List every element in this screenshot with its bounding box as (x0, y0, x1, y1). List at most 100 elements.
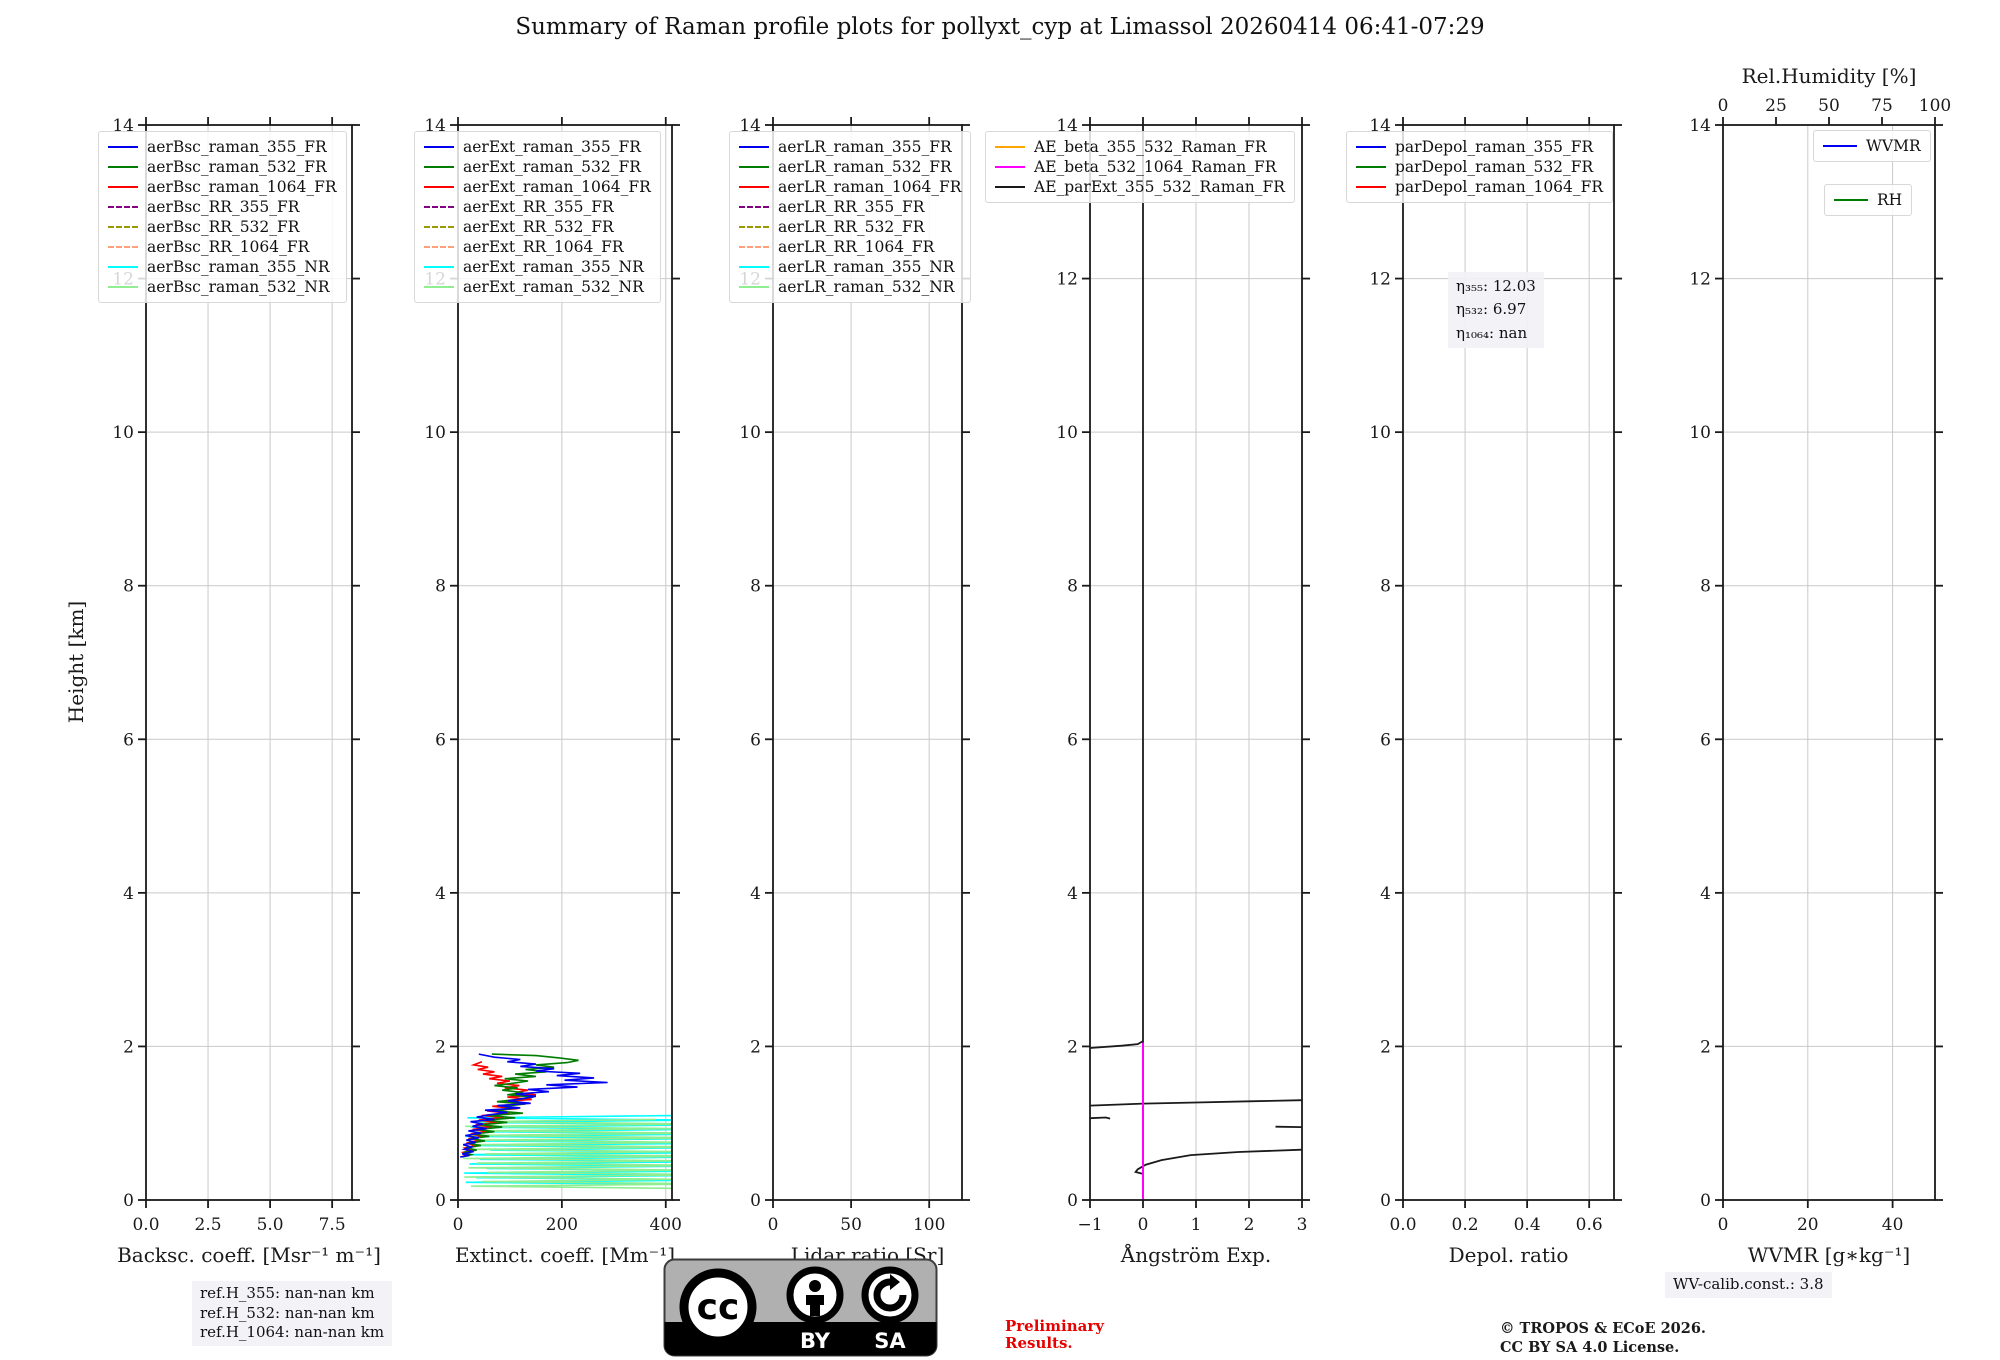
legend-line-icon (108, 206, 138, 208)
legend-item: aerBsc_RR_355_FR (108, 197, 337, 217)
ref-h-355: ref.H_355: nan-nan km (200, 1284, 375, 1302)
x-tick-label: 1 (1191, 1215, 1202, 1235)
series-aerExt_raman_355_FR (459, 1053, 608, 1158)
legend-line-icon (424, 146, 454, 148)
x-tick-label: 100 (913, 1215, 945, 1235)
y-tick-label: 2 (123, 1037, 134, 1057)
y-tick-label: 6 (1067, 730, 1078, 750)
legend-item: aerExt_raman_1064_FR (424, 177, 651, 197)
legend-line-icon (995, 166, 1025, 168)
legend-line-icon (739, 286, 769, 288)
legend-item-label: aerLR_raman_532_FR (778, 158, 952, 176)
series-aerExt_raman_532_NR (463, 1118, 672, 1190)
plot-extinction: 020040002468101214Extinct. coeff. [Mm⁻¹] (424, 116, 682, 1267)
legend-plot-wvmr: WVMR (1813, 130, 1931, 162)
legend-item: WVMR (1823, 136, 1921, 156)
y-tick-label: 6 (435, 730, 446, 750)
y-tick-label: 6 (750, 730, 761, 750)
x-tick-label: 0 (453, 1215, 464, 1235)
x-tick-label: 5.0 (257, 1215, 284, 1235)
y-tick-label: 2 (1067, 1037, 1078, 1057)
legend-item: parDepol_raman_1064_FR (1356, 177, 1603, 197)
ref-h-532: ref.H_532: nan-nan km (200, 1303, 375, 1322)
legend-item-label: aerLR_raman_1064_FR (778, 178, 962, 196)
legend-plot-angstrom: AE_beta_355_532_Raman_FR AE_beta_532_1064… (985, 131, 1295, 203)
x-tick-label: 2 (1244, 1215, 1255, 1235)
cc-circle-icon (679, 1268, 757, 1346)
legend-item: aerBsc_raman_532_FR (108, 157, 337, 177)
legend-item-label: aerBsc_raman_355_FR (147, 138, 327, 156)
legend-line-icon (424, 246, 454, 248)
legend-item: aerLR_RR_1064_FR (739, 237, 961, 257)
legend-item-label: aerLR_raman_355_FR (778, 138, 952, 156)
x-tick-label: 0 (1718, 1215, 1729, 1235)
legend-line-icon (739, 186, 769, 188)
y-tick-label: 6 (1380, 730, 1391, 750)
series-AE_parExt_355_532_Raman_FR (1134, 1148, 1302, 1175)
x-axis-label: Ångström Exp. (1120, 1242, 1271, 1267)
legend-plot-extinction: aerExt_raman_355_FR aerExt_raman_532_FR ae… (414, 131, 661, 303)
eta-row-532: η₅₃₂: 6.97 (1456, 300, 1527, 319)
legend-line-icon (1834, 199, 1868, 201)
y-tick-label: 10 (739, 423, 761, 443)
eta-annotation: η₃₅₅: 12.03 η₅₃₂: 6.97 η₁₀₆₄: nan (1448, 272, 1544, 348)
x-tick-label: 0 (1138, 1215, 1149, 1235)
y-tick-label: 8 (435, 577, 446, 597)
y-tick-label: 0 (435, 1191, 446, 1211)
legend-item-label: aerExt_raman_355_NR (463, 258, 644, 276)
x-axis-label: Backsc. coeff. [Msr⁻¹ m⁻¹] (117, 1243, 381, 1267)
y-tick-label: 0 (1067, 1191, 1078, 1211)
legend-item-label: aerBsc_RR_532_FR (147, 218, 300, 236)
y-tick-label: 0 (1380, 1191, 1391, 1211)
top-tick-label: 0 (1718, 96, 1729, 116)
y-tick-label: 2 (1700, 1037, 1711, 1057)
legend-item: aerExt_raman_355_NR (424, 257, 651, 277)
preliminary-results-text: Preliminary Results. (1005, 1317, 1104, 1353)
legend-item: aerLR_RR_532_FR (739, 217, 961, 237)
x-tick-label: 0.2 (1452, 1215, 1479, 1235)
x-axis-label: Depol. ratio (1449, 1243, 1569, 1267)
legend-item: aerBsc_raman_355_FR (108, 137, 337, 157)
legend-item-label: aerBsc_RR_1064_FR (147, 238, 310, 256)
legend-line-icon (424, 266, 454, 268)
cc-by-sa-badge: cc BY SA (663, 1258, 938, 1357)
legend-line-icon (424, 286, 454, 288)
top-tick-label: 75 (1871, 96, 1893, 116)
y-tick-label: 8 (123, 577, 134, 597)
legend-item: parDepol_raman_355_FR (1356, 137, 1603, 157)
x-tick-label: −1 (1077, 1215, 1102, 1235)
x-tick-label: 2.5 (195, 1215, 222, 1235)
x-tick-label: 0 (768, 1215, 779, 1235)
legend-item-label: aerBsc_raman_532_NR (147, 278, 330, 296)
legend-item-label: aerExt_raman_1064_FR (463, 178, 651, 196)
legend-item-label: parDepol_raman_1064_FR (1395, 178, 1604, 196)
wv-calib-annotation: WV-calib.const.: 3.8 (1665, 1272, 1832, 1298)
x-tick-label: 50 (840, 1215, 862, 1235)
x-tick-label: 7.5 (319, 1215, 346, 1235)
legend-item: aerExt_raman_532_NR (424, 277, 651, 297)
y-tick-label: 0 (123, 1191, 134, 1211)
x-axis-label: Extinct. coeff. [Mm⁻¹] (455, 1243, 675, 1267)
y-tick-label: 8 (750, 577, 761, 597)
legend-item-label: aerExt_RR_1064_FR (463, 238, 624, 256)
top-tick-label: 50 (1818, 96, 1840, 116)
legend-item-label: parDepol_raman_532_FR (1395, 158, 1594, 176)
y-tick-label: 4 (435, 884, 446, 904)
legend-line-icon (739, 246, 769, 248)
legend-item: aerExt_raman_355_FR (424, 137, 651, 157)
x-tick-label: 40 (1882, 1215, 1904, 1235)
y-tick-label: 10 (1369, 423, 1391, 443)
figure-title: Summary of Raman profile plots for polly… (515, 14, 1485, 40)
legend-plot-lidar_ratio: aerLR_raman_355_FR aerLR_raman_532_FR aerL… (729, 131, 972, 303)
by-label: BY (800, 1329, 831, 1353)
ref-height-annotation: ref.H_355: nan-nan km ref.H_532: nan-nan… (192, 1281, 393, 1346)
y-tick-label: 12 (1056, 270, 1078, 290)
legend-line-icon (108, 146, 138, 148)
x-tick-label: 3 (1297, 1215, 1308, 1235)
legend-item: aerBsc_RR_532_FR (108, 217, 337, 237)
y-tick-label: 4 (750, 884, 761, 904)
legend-line-icon (1356, 146, 1386, 148)
legend-item: aerLR_raman_1064_FR (739, 177, 961, 197)
